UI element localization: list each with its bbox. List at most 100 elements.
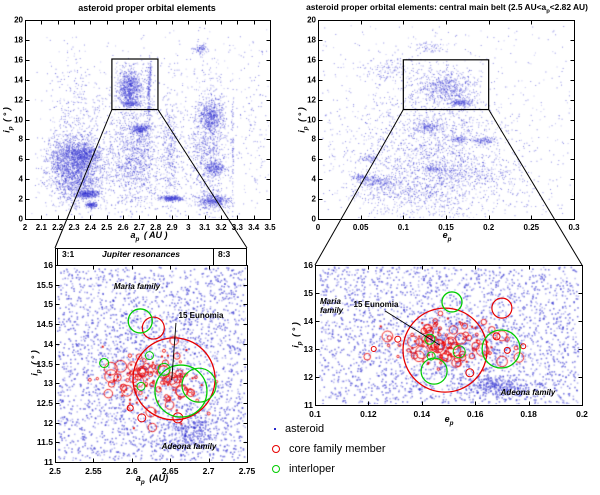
interloper-circle [481,329,521,369]
core-family-circle [141,316,165,340]
x-tick-label: 0.1 [397,223,409,232]
y-tick-label: 12 [14,95,23,105]
x-tick-label: 2.2 [52,223,64,232]
zoom-box-top-right [402,59,490,111]
legend-item-core-family-member: core family member [272,442,386,456]
interloper-circle [441,291,463,313]
xlabel-top-right: ep [442,230,452,243]
y-tick-label: 18 [307,35,316,45]
interloper-circle [127,308,153,334]
x-tick-label: 0.25 [523,223,540,232]
x-tick-label: 2 [22,223,28,232]
y-tick-label: 15 [43,299,53,310]
y-tick-label: 11.5 [36,437,53,448]
y-tick-label: 12 [303,372,313,382]
y-tick-label: 2 [311,194,316,204]
x-tick-label: 2.6 [125,466,138,476]
maria-family-label-br-line2: family [320,306,344,315]
adeona-family-label-br: Adeona family [500,388,556,397]
x-tick-label: 0.14 [413,409,431,419]
x-tick-label: 2.7 [133,223,145,232]
title-top-right-pre: asteroid proper orbital elements: centra… [306,2,547,12]
interloper-circle [154,364,208,418]
y-tick-label: 10 [307,115,316,124]
x-tick-label: 3.3 [231,223,243,232]
x-tick-label: 2.55 [85,466,102,476]
legend-item-interloper: interloper [272,462,335,476]
interloper-circle [99,358,110,369]
x-tick-label: 0.2 [576,409,588,419]
x-tick-label: 3.2 [215,223,227,232]
y-tick-label: 13 [43,378,53,389]
maria-family-label-br-line1: Maria [320,297,341,306]
legend-label-asteroid: asteroid [285,423,325,435]
x-tick-label: 2.5 [101,223,113,232]
core-family-circle [370,346,377,352]
y-tick-label: 12.5 [36,397,53,408]
eunomia-leader-line [384,310,441,346]
y-tick-label: 18 [14,35,23,45]
y-tick-label: 4 [18,174,23,184]
legend-item-asteroid: asteroid [274,422,324,436]
eunomia-label-bl: 15 Eunomia [178,311,224,320]
y-tick-label: 16 [307,55,316,65]
interloper-circle [426,351,436,361]
title-top-right-sub: p [546,8,550,15]
interloper-circle [144,351,154,361]
eunomia-leader-line [171,322,177,381]
zoom-box-top-left [111,58,159,111]
y-tick-label: 14 [303,316,313,326]
xlabel-top-left: ap ( AU ) [130,230,168,243]
core-family-circle [137,413,147,423]
y-tick-label: 8 [18,134,23,144]
zoom-connector-line [157,109,248,249]
core-family-circle [492,332,501,341]
y-tick-label: 15 [303,288,313,298]
y-tick-label: 8 [311,134,316,144]
x-tick-label: 2.4 [84,223,96,232]
interloper-circle [157,362,171,376]
resonance-label-center: Jupiter resonances [102,249,180,259]
x-tick-label: 2.6 [117,223,129,232]
y-tick-label: 14.5 [36,319,53,330]
adeona-family-label-bl: Adeona family [161,442,217,451]
resonance-label-8-3: 8:3 [218,249,231,259]
y-tick-label: 16 [43,260,53,270]
title-top-right: asteroid proper orbital elements: centra… [306,2,588,15]
interloper-circle [420,357,448,385]
interloper-circle [424,333,436,345]
core-family-circle-marker [272,445,280,453]
x-tick-label: 3.1 [199,223,211,232]
x-tick-label: 2.8 [150,223,162,232]
x-tick-label: 0.2 [483,223,495,232]
y-tick-label: 4 [311,174,316,184]
y-tick-label: 20 [14,15,23,25]
interloper-circle-marker [272,465,280,473]
y-tick-label: 14 [307,75,316,85]
x-tick-label: 2.5 [49,466,61,476]
x-tick-label: 2.65 [161,466,179,476]
x-tick-label: 2.3 [68,223,80,232]
resonance-header-bar [55,248,247,266]
zoom-connector-line [488,109,583,266]
core-family-circle [465,368,475,378]
legend-label-core-family-member: core family member [289,443,386,455]
interloper-circle [452,345,466,359]
x-tick-label: 0 [315,223,321,232]
y-tick-label: 12 [307,95,316,105]
x-tick-label: 3 [186,223,191,232]
x-tick-label: 2.1 [35,223,47,232]
xlabel-bottom-right: ep [444,414,454,427]
core-family-circle [503,346,511,354]
y-tick-label: 0 [311,214,316,224]
x-tick-label: 0.05 [352,223,369,232]
y-tick-label: 6 [18,154,23,164]
x-tick-label: 0.12 [360,409,377,419]
x-tick-label: 0.18 [520,409,537,419]
xlabel-bottom-left: ap (AU) [135,473,169,486]
x-tick-label: 0.1 [309,409,321,419]
core-family-circle [491,297,513,319]
interloper-circle [136,381,146,391]
